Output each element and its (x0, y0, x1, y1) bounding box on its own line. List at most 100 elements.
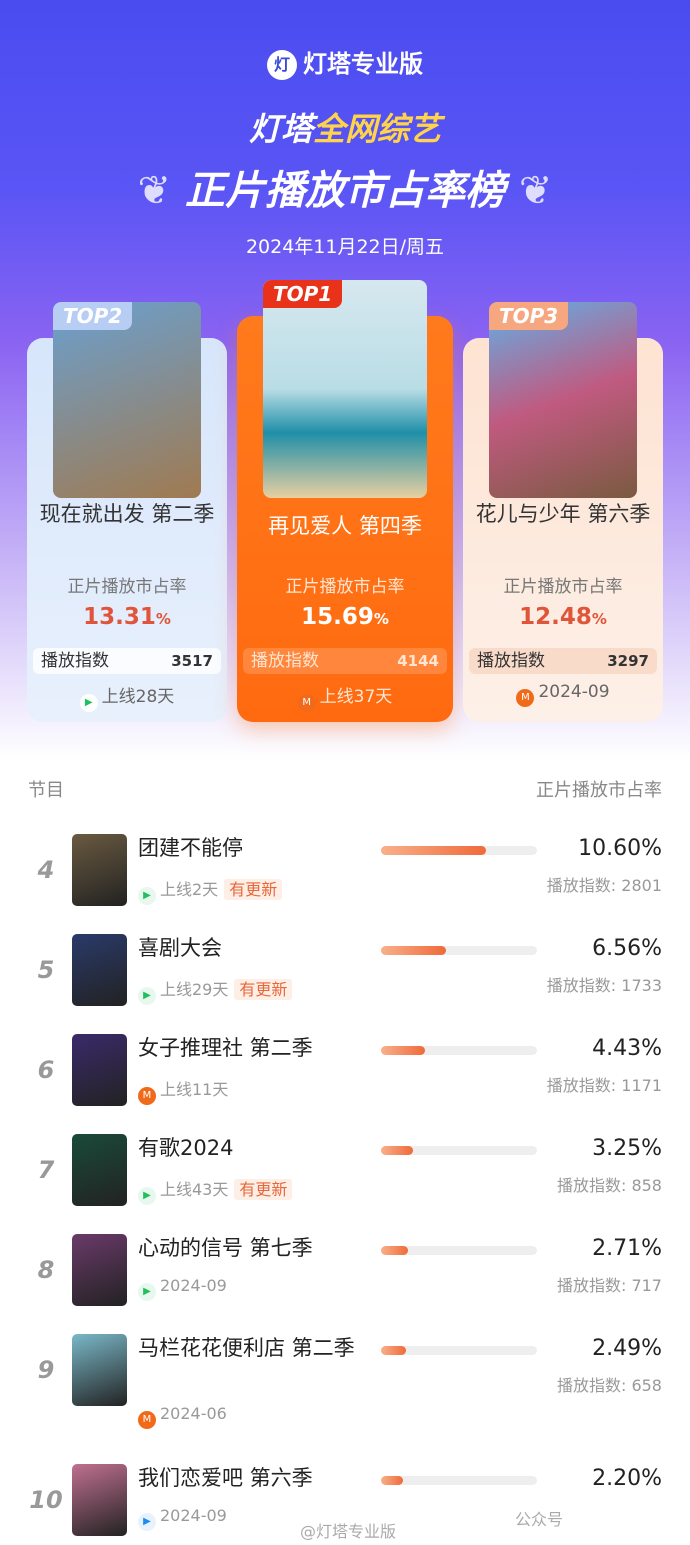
tencent-platform-icon: ▶ (138, 987, 156, 1005)
poster-thumbnail (72, 1464, 127, 1536)
show-title: 有歌2024 (138, 1136, 234, 1160)
list-header-share: 正片播放市占率 (536, 780, 662, 801)
share-bar (381, 846, 537, 855)
share-bar (381, 1246, 537, 1255)
wechat-watermark: 公众号 (515, 1510, 564, 1529)
poster-thumbnail (72, 1134, 127, 1206)
play-index: 播放指数: 1733 (546, 976, 662, 995)
weibo-watermark: @灯塔专业版 (300, 1522, 397, 1541)
share-value: 4.43% (592, 1036, 662, 1061)
lighthouse-logo-icon: 灯 (267, 50, 297, 80)
share-value: 12.48% (519, 604, 607, 630)
show-title: 女子推理社 第二季 (138, 1036, 313, 1060)
show-subtitle: M 上线11天 (138, 1076, 228, 1105)
play-index: 播放指数 4144 (243, 648, 447, 674)
share-bar (381, 1476, 537, 1485)
share-bar-fill (381, 1346, 406, 1355)
share-bar (381, 1046, 537, 1055)
share-bar-fill (381, 1246, 408, 1255)
update-badge: 有更新 (234, 1179, 293, 1200)
list-header-program: 节目 (28, 780, 64, 801)
tencent-platform-icon: ▶ (138, 887, 156, 905)
share-value: 15.69% (301, 604, 389, 630)
brand-name: 灯塔专业版 (303, 50, 423, 78)
share-bar-fill (381, 1476, 403, 1485)
share-value: 3.25% (592, 1136, 662, 1161)
tencent-platform-icon: ▶ (138, 1283, 156, 1301)
date: 2024年11月22日/周五 (245, 236, 445, 258)
share-bar (381, 946, 537, 955)
rank-number: 8 (37, 1256, 55, 1284)
top-card-0[interactable]: TOP2 现在就出发 第二季 正片播放市占率 13.31% 播放指数 3517 ▶… (27, 302, 227, 722)
poster-thumbnail (72, 1034, 127, 1106)
tencent-platform-icon: ▶ (79, 694, 98, 712)
poster-image: TOP2 (53, 302, 201, 498)
play-index: 播放指数: 2801 (546, 876, 662, 895)
rank-number: 5 (37, 956, 55, 984)
share-value: 10.60% (578, 836, 662, 861)
share-value: 13.31% (83, 604, 171, 630)
list-item[interactable]: 7 有歌2024 ▶ 上线43天 有更新 3.25% 播放指数: 858 (0, 1134, 690, 1214)
poster-thumbnail (72, 834, 127, 906)
youku-platform-icon: ▶ (138, 1513, 156, 1531)
share-value: 2.20% (592, 1466, 662, 1491)
share-label: 正片播放市占率 (285, 577, 405, 597)
show-subtitle: M 2024-06 (138, 1404, 227, 1429)
poster-thumbnail (72, 1334, 127, 1406)
share-bar-fill (381, 1146, 414, 1155)
rank-badge: TOP2 (53, 302, 133, 330)
show-subtitle: ▶ 上线2天 有更新 (138, 876, 283, 905)
list-item[interactable]: 8 心动的信号 第七季 ▶ 2024-09 2.71% 播放指数: 717 (0, 1234, 690, 1314)
card-footer: ▶ 上线28天 (27, 682, 227, 712)
title-line1: 灯塔全网综艺 (248, 110, 442, 148)
show-subtitle: ▶ 2024-09 (138, 1276, 227, 1301)
poster-image: TOP1 (263, 280, 427, 498)
rank-badge: TOP1 (263, 280, 343, 308)
play-index: 播放指数: 717 (556, 1276, 662, 1295)
poster-image: TOP3 (489, 302, 637, 498)
update-badge: 有更新 (234, 979, 293, 1000)
show-title: 我们恋爱吧 第六季 (138, 1466, 313, 1490)
rank-number: 10 (29, 1486, 63, 1514)
share-bar-fill (381, 946, 447, 955)
rank-number: 4 (37, 856, 55, 884)
list-item[interactable]: 10 我们恋爱吧 第六季 ▶ 2024-09 2.20% (0, 1464, 690, 1544)
card-footer: M 2024-09 (463, 682, 663, 707)
rank-number: 9 (37, 1356, 55, 1384)
list-item[interactable]: 9 马栏花花便利店 第二季 M 2024-06 2.49% 播放指数: 658 (0, 1334, 690, 1429)
share-bar-fill (381, 846, 487, 855)
share-value: 2.49% (592, 1336, 662, 1361)
show-subtitle: ▶ 2024-09 (138, 1506, 227, 1531)
show-subtitle: ▶ 上线29天 有更新 (138, 976, 293, 1005)
play-index: 播放指数: 858 (556, 1176, 662, 1195)
play-index: 播放指数 3517 (33, 648, 221, 674)
top-card-2[interactable]: TOP3 花儿与少年 第六季 正片播放市占率 12.48% 播放指数 3297 M… (463, 302, 663, 722)
share-value: 6.56% (592, 936, 662, 961)
share-label: 正片播放市占率 (67, 577, 187, 597)
tencent-platform-icon: ▶ (138, 1187, 156, 1205)
play-index: 播放指数: 658 (556, 1376, 662, 1395)
list-item[interactable]: 5 喜剧大会 ▶ 上线29天 有更新 6.56% 播放指数: 1733 (0, 934, 690, 1014)
show-subtitle: ▶ 上线43天 有更新 (138, 1176, 293, 1205)
play-index: 播放指数 3297 (469, 648, 657, 674)
rank-number: 6 (37, 1056, 55, 1084)
list-item[interactable]: 4 团建不能停 ▶ 上线2天 有更新 10.60% 播放指数: 2801 (0, 834, 690, 914)
show-title: 心动的信号 第七季 (138, 1236, 313, 1260)
mgtv-platform-icon: M (516, 689, 535, 707)
page-title: ❦ 正片播放市占率榜 ❦ (137, 168, 553, 214)
poster-thumbnail (72, 934, 127, 1006)
list-item[interactable]: 6 女子推理社 第二季 M 上线11天 4.43% 播放指数: 1171 (0, 1034, 690, 1114)
rank-badge: TOP3 (489, 302, 569, 330)
mgtv-platform-icon: M (138, 1411, 156, 1429)
rank-number: 7 (37, 1156, 55, 1184)
share-label: 正片播放市占率 (503, 577, 623, 597)
mgtv-platform-icon: M (138, 1087, 156, 1105)
update-badge: 有更新 (224, 879, 283, 900)
share-bar-fill (381, 1046, 425, 1055)
share-value: 2.71% (592, 1236, 662, 1261)
share-bar (381, 1146, 537, 1155)
share-bar (381, 1346, 537, 1355)
poster-thumbnail (72, 1234, 127, 1306)
show-title: 马栏花花便利店 第二季 (138, 1336, 355, 1360)
